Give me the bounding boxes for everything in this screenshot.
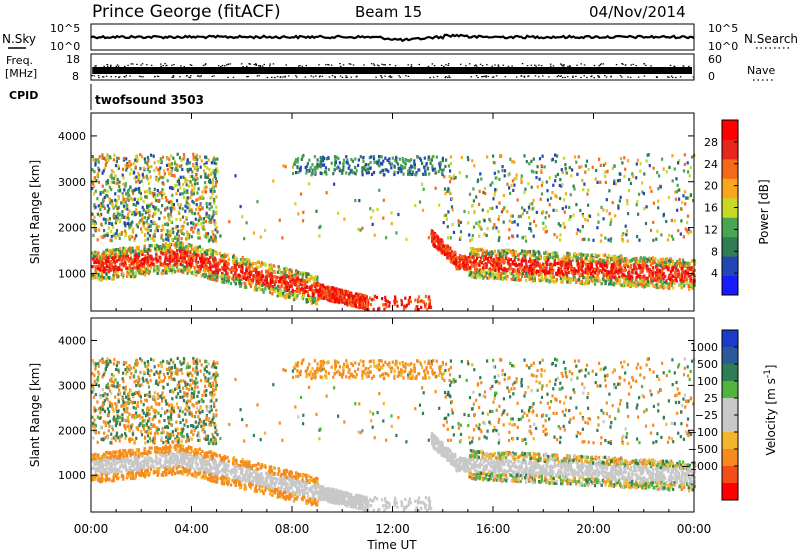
velocity-colorbar-tick: −100	[688, 426, 718, 439]
velocity-colorbar-tick: −25	[695, 409, 718, 422]
station-title: Prince George (fitACF)	[92, 2, 281, 22]
time-tick-label: 00:00	[677, 522, 712, 536]
velocity-colorbar-tick: −500	[688, 443, 718, 456]
power-panel: 1000 2000 3000 4000 Slant Range [km] 4 8 12 16…	[28, 112, 771, 312]
power-colorbar-segment	[722, 217, 738, 238]
nave-label: Nave	[747, 64, 775, 77]
power-colorbar-tick: 28	[704, 136, 718, 149]
nave-tick-top: 60	[708, 53, 722, 66]
time-axis: 00:00 04:00 08:00 12:00 16:00 20:00 00:00	[74, 113, 712, 536]
freq-panel-frame	[90, 53, 695, 81]
velocity-colorbar-label: Velocity [m s-1]	[763, 365, 778, 456]
velocity-colorbar: 1000 500 100 25 −25 −100 −500 −1000	[681, 329, 739, 501]
time-tick-label: 20:00	[576, 522, 611, 536]
noise-panel: N.Sky 10^5 10^0 10^5 10^0 N.Search	[2, 22, 798, 53]
power-colorbar-tick: 16	[704, 202, 718, 215]
freq-tick-bottom: 8	[72, 70, 79, 83]
freq-unit-label: [MHz]	[5, 67, 37, 80]
power-colorbar-tick: 20	[704, 180, 718, 193]
time-tick-label: 08:00	[275, 522, 310, 536]
power-colorbar-segment	[722, 178, 738, 199]
velocity-colorbar-segment	[722, 449, 738, 467]
velocity-colorbar-tick: 100	[697, 375, 718, 388]
velocity-colorbar-segment	[722, 483, 738, 501]
velocity-colorbar-segment	[722, 364, 738, 382]
power-colorbar-segment	[722, 256, 738, 277]
power-y-label: Slant Range [km]	[28, 160, 42, 264]
range-tick-label: 2000	[58, 222, 86, 235]
power-colorbar-segment	[722, 158, 738, 179]
velocity-colorbar-segment	[722, 398, 738, 416]
freq-trace	[91, 63, 695, 79]
power-colorbar-tick: 12	[704, 223, 718, 236]
range-tick-label: 3000	[58, 176, 86, 189]
noise-tick-left-top: 10^5	[50, 22, 80, 35]
noise-tick-right-bottom: 10^0	[708, 40, 738, 53]
velocity-colorbar-segment	[722, 330, 738, 348]
power-colorbar-segment	[722, 197, 738, 218]
noise-search-label: N.Search	[744, 32, 798, 46]
freq-label: Freq.	[6, 54, 33, 67]
velocity-y-label: Slant Range [km]	[28, 363, 42, 467]
power-colorbar-segment	[722, 139, 738, 160]
range-tick-label: 1000	[58, 469, 86, 482]
power-colorbar-tick: 8	[711, 245, 718, 258]
noise-sky-label: N.Sky	[2, 32, 36, 46]
velocity-colorbar-tick: −1000	[681, 460, 718, 473]
power-colorbar-label: Power [dB]	[757, 179, 771, 244]
range-tick-label: 4000	[58, 334, 86, 347]
date-label: 04/Nov/2014	[589, 3, 686, 21]
power-colorbar-tick: 24	[704, 158, 718, 171]
velocity-panel: 1000 2000 3000 4000 Slant Range [km] 1000 50…	[28, 317, 778, 513]
noise-trace	[90, 33, 695, 43]
power-colorbar-tick: 4	[711, 267, 718, 280]
cpid-label: CPID	[9, 89, 38, 102]
time-tick-label: 04:00	[174, 522, 209, 536]
time-tick-label: 16:00	[476, 522, 511, 536]
velocity-colorbar-tick: 500	[697, 358, 718, 371]
power-y-axis: 1000 2000 3000 4000	[58, 130, 694, 280]
power-colorbar: 4 8 12 16 20 24 28	[704, 119, 739, 296]
velocity-colorbar-segment	[722, 415, 738, 433]
velocity-y-axis: 1000 2000 3000 4000	[58, 334, 694, 482]
power-scatter	[91, 152, 697, 312]
time-axis-label: Time UT	[366, 538, 417, 552]
velocity-scatter	[91, 356, 697, 513]
nave-tick-bottom: 0	[708, 70, 715, 83]
beam-label: Beam 15	[355, 3, 422, 21]
cpid-program: twofsound 3503	[95, 93, 204, 107]
time-tick-label: 12:00	[375, 522, 410, 536]
range-tick-label: 1000	[58, 267, 86, 280]
velocity-colorbar-tick: 25	[704, 392, 718, 405]
range-tick-label: 3000	[58, 379, 86, 392]
velocity-colorbar-tick: 1000	[690, 341, 718, 354]
velocity-colorbar-segment	[722, 347, 738, 365]
noise-tick-right-top: 10^5	[708, 22, 738, 35]
power-colorbar-segment	[722, 120, 738, 140]
range-tick-label: 2000	[58, 424, 86, 437]
velocity-colorbar-segment	[722, 466, 738, 484]
freq-tick-top: 18	[66, 53, 80, 66]
freq-panel: Freq. [MHz] 18 8 60 0 Nave	[5, 53, 775, 83]
power-colorbar-segment	[722, 275, 738, 296]
cpid-panel: CPID twofsound 3503	[9, 84, 204, 110]
time-tick-label: 00:00	[74, 522, 109, 536]
velocity-colorbar-segment	[722, 381, 738, 399]
range-tick-label: 4000	[58, 130, 86, 143]
noise-tick-left-bottom: 10^0	[50, 40, 80, 53]
power-colorbar-segment	[722, 236, 738, 257]
velocity-colorbar-segment	[722, 432, 738, 450]
